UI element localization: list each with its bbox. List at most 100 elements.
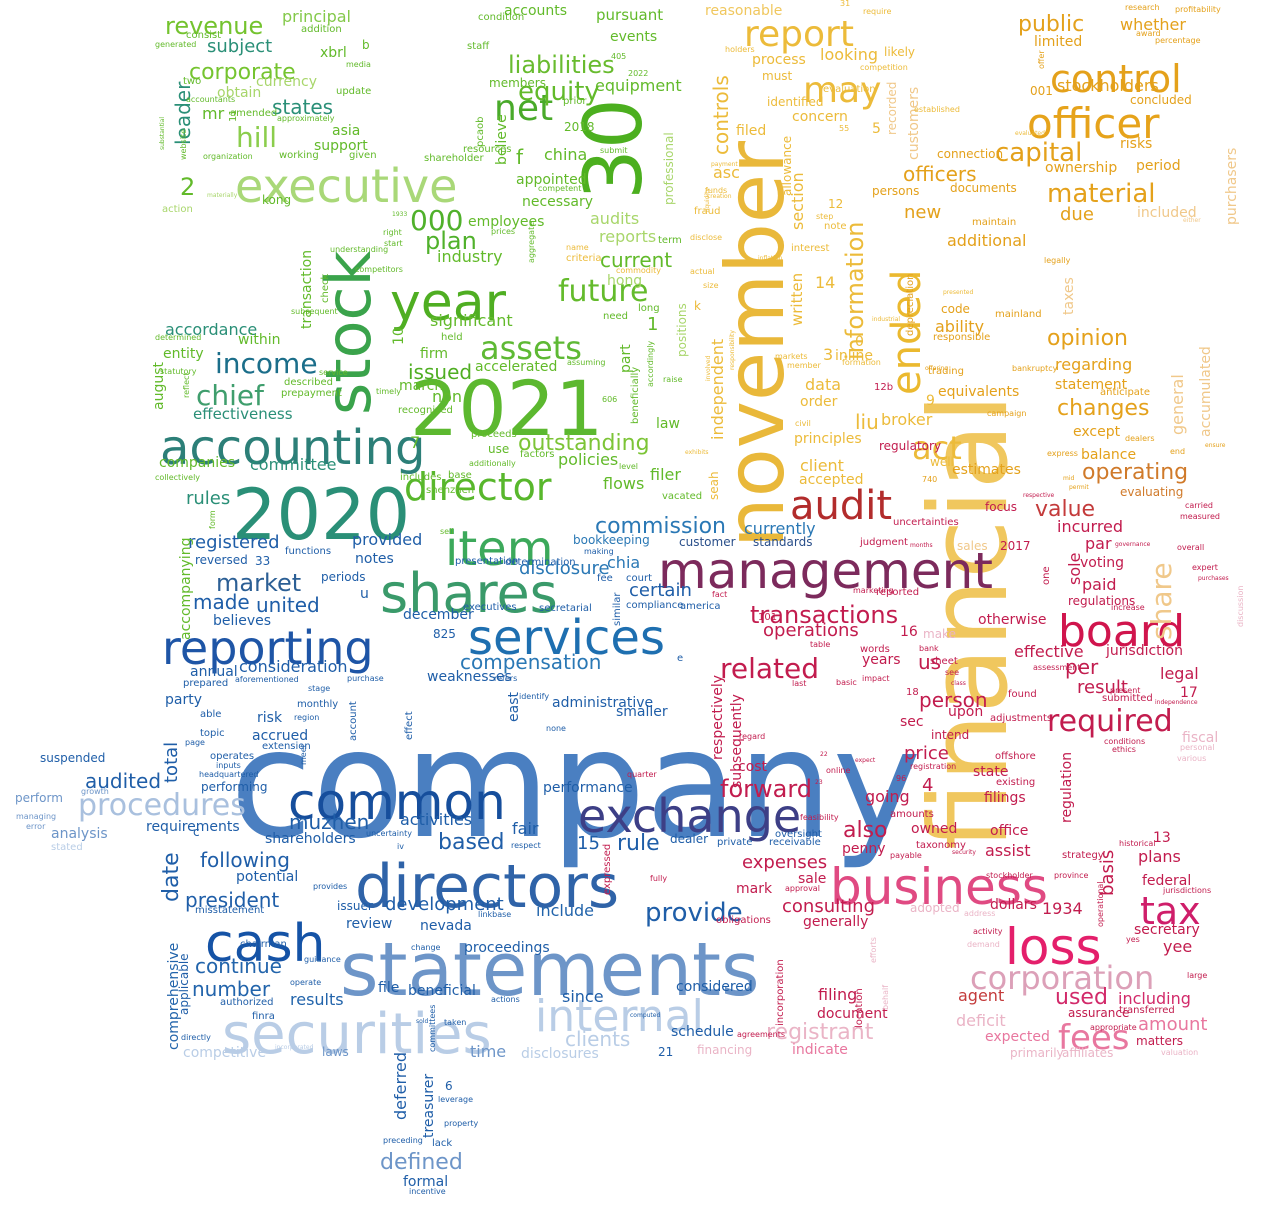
word-1934: 1934 [1042, 899, 1083, 919]
word-upon: upon [948, 703, 984, 720]
word-rules: rules [186, 487, 231, 509]
word-12: 12 [828, 197, 844, 212]
word-weaknesses: weaknesses [427, 668, 512, 685]
word-private: private [717, 837, 753, 848]
word-opinion: opinion [1047, 326, 1128, 352]
word-accrued: accrued [252, 727, 309, 744]
word-made: made [193, 590, 250, 614]
word-term: term [658, 235, 682, 246]
word-last: last [792, 678, 807, 688]
word-president: president [185, 888, 280, 912]
word-treasurer: treasurer [421, 1073, 438, 1138]
word-factors: factors [520, 449, 555, 460]
word-broker: broker [881, 410, 933, 430]
word-results: results [290, 990, 344, 1010]
word-bankruptcy: bankruptcy [1012, 363, 1058, 373]
word-location: location [854, 988, 865, 1028]
word-support: support [314, 137, 368, 154]
word-stated: stated [51, 842, 83, 853]
word-province: province [1054, 870, 1089, 880]
word-member: member [787, 360, 821, 370]
word-large: large [1187, 970, 1208, 980]
word-address: address [964, 908, 996, 918]
word-1: 1 [647, 313, 659, 335]
word-plan: plan [425, 226, 477, 255]
word-reports: reports [599, 227, 657, 247]
word-prepayment: prepayment [281, 388, 342, 399]
word-impact: impact [862, 673, 890, 683]
word-accounts: accounts [504, 2, 568, 19]
word-fully: fully [650, 873, 668, 883]
word-transactions: transactions [750, 600, 899, 629]
word-measured: measured [1180, 511, 1220, 521]
word-months: months [910, 542, 933, 550]
word-audit: audit [790, 483, 893, 529]
word-requirements: requirements [146, 818, 240, 835]
word-generated: generated [155, 39, 197, 49]
word-11: 11 [228, 109, 239, 122]
word-indicate: indicate [792, 1041, 848, 1058]
word-ability: ability [935, 317, 985, 337]
word-going: going [865, 787, 910, 807]
word-issuer: issuer [337, 899, 373, 914]
word-item: item [445, 520, 554, 577]
word-inputs: inputs [216, 760, 241, 770]
word-5: 5 [872, 120, 881, 137]
word-connection: connection [937, 147, 1004, 162]
word-established: established [914, 104, 960, 114]
word-consulting: consulting [782, 895, 875, 917]
word-act: act [912, 429, 962, 468]
word-court: court [626, 573, 652, 584]
word-form: form [208, 510, 218, 529]
word-18: 18 [906, 687, 919, 698]
word-years: years [862, 651, 901, 668]
word-required: required [1047, 704, 1173, 739]
word-customer: customer [679, 535, 736, 550]
word-13: 13 [1153, 829, 1171, 846]
word-compensation: compensation [460, 650, 602, 674]
word-2021: 2021 [410, 364, 604, 454]
word-12b: 12b [874, 382, 894, 393]
word-equipment: equipment [595, 76, 682, 96]
word-see: see [945, 667, 960, 677]
word-able: able [200, 709, 222, 720]
word-update: update [336, 86, 372, 97]
word-001: 001 [1030, 84, 1053, 99]
word-company: company [230, 698, 922, 872]
word-development: development [385, 893, 504, 915]
word-analysis: analysis [51, 825, 108, 842]
word-registration: registration [910, 761, 957, 771]
word-positions: positions [674, 303, 689, 357]
word-approximately: approximately [277, 113, 335, 123]
word-quarter: quarter [627, 769, 657, 779]
word-believes: believes [213, 612, 272, 629]
word-functions: functions [285, 546, 332, 557]
word-stockholders: stockholders [1057, 76, 1159, 96]
word-extension: extension [262, 741, 311, 752]
word-state: state [973, 763, 1009, 780]
word-also: also [843, 818, 888, 844]
word-2022: 2022 [628, 68, 649, 78]
word-note: note [824, 221, 847, 232]
word-director: director [404, 464, 552, 509]
word-fair: fair [512, 819, 539, 839]
word-marketing: marketing [853, 585, 894, 595]
word-beneficial: beneficial [408, 982, 476, 999]
word-evaluated: evaluated [1015, 130, 1045, 138]
word-sale: sale [798, 870, 827, 887]
word-likely: likely [884, 45, 916, 60]
word-submit: submit [600, 145, 628, 155]
word-xbrl: xbrl [320, 44, 347, 61]
word-raise: raise [663, 374, 683, 384]
word-events: events [610, 28, 658, 45]
word-otherwise: otherwise [978, 611, 1047, 628]
word-class: class [951, 680, 966, 688]
word-6: 6 [445, 1079, 453, 1094]
word-computed: computed [630, 1012, 661, 1020]
word-7: 7 [410, 433, 421, 453]
word-accompanying: accompanying [178, 537, 195, 640]
word-assurance: assurance [1068, 1006, 1130, 1021]
word-research: research [1125, 2, 1160, 12]
word-competitors: competitors [355, 264, 403, 274]
word-reported: reported [876, 587, 920, 598]
